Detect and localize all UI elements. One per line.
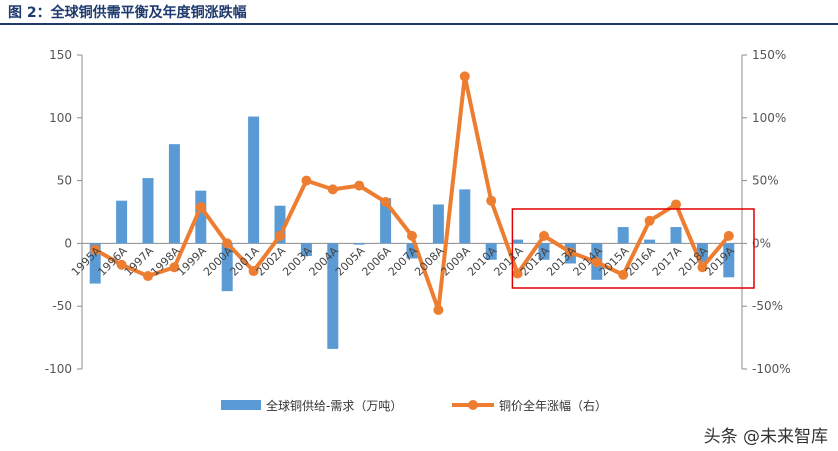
line-point — [512, 268, 523, 279]
bar — [696, 243, 708, 263]
y-right-tick-label: 150% — [752, 48, 786, 62]
line-point — [275, 230, 285, 241]
bar — [274, 205, 286, 244]
bar-series — [89, 116, 735, 349]
y-left-tick-label: 100 — [49, 111, 72, 125]
line-point — [169, 262, 180, 273]
title-bar: 图 2：全球铜供需平衡及年度铜涨跌幅 — [0, 0, 838, 25]
y-left-tick-label: 50 — [57, 174, 72, 188]
line-point — [116, 259, 127, 270]
line-point — [565, 247, 576, 258]
line-point — [222, 238, 233, 249]
bar — [644, 239, 656, 244]
bar — [459, 189, 471, 244]
line-point — [380, 196, 391, 207]
bar — [89, 243, 101, 284]
legend-bar-swatch — [221, 400, 261, 410]
bar — [485, 243, 497, 260]
bar — [248, 116, 260, 244]
line-point — [143, 271, 153, 282]
y-right-tick-label: 100% — [752, 111, 786, 125]
bar — [432, 204, 444, 244]
y-left-tick-label: 0 — [64, 236, 72, 250]
line-point — [591, 257, 602, 268]
line-point — [644, 215, 655, 226]
line-point — [539, 230, 549, 241]
line-point — [459, 71, 470, 82]
line-point — [671, 199, 681, 210]
line-point — [90, 244, 101, 255]
legend-line-marker — [468, 400, 478, 410]
y-right-tick-label: -50% — [752, 299, 783, 313]
bar — [221, 243, 233, 292]
bar — [327, 243, 339, 349]
line-point — [618, 269, 629, 280]
line-point — [301, 175, 312, 186]
legend-line-label: 铜价全年涨幅（右） — [499, 398, 607, 413]
y-left-tick-label: -50 — [52, 299, 72, 313]
highlight-box — [511, 208, 755, 289]
y-right-tick-label: 0% — [752, 236, 771, 250]
line-point — [486, 195, 497, 206]
y-right-tick-label: 50% — [752, 174, 779, 188]
highlight-rect — [511, 208, 755, 289]
line-point — [327, 184, 338, 195]
line-point — [248, 266, 259, 277]
watermark: 头条 @未来智库 — [703, 427, 828, 447]
bar — [142, 178, 154, 244]
bar — [538, 243, 550, 260]
bar — [617, 227, 629, 244]
bar — [116, 200, 128, 244]
line-point — [697, 262, 708, 273]
y-left-tick-label: -100 — [45, 362, 72, 376]
line-point — [354, 180, 365, 191]
bar — [168, 144, 180, 244]
line-series — [90, 71, 734, 315]
line-point — [433, 304, 444, 315]
chart-title: 图 2：全球铜供需平衡及年度铜涨跌幅 — [8, 5, 247, 21]
bar — [380, 198, 392, 244]
line-point — [407, 230, 417, 241]
bar — [195, 190, 207, 244]
bar — [406, 243, 418, 259]
bar — [723, 243, 735, 278]
y-right-tick-label: -100% — [752, 362, 791, 376]
bar — [670, 227, 682, 244]
line-point — [723, 230, 734, 241]
title-divider — [0, 23, 838, 25]
line-point — [195, 201, 206, 212]
y-left-tick-label: 150 — [49, 48, 72, 62]
bar — [512, 239, 524, 244]
legend: 全球铜供给-需求（万吨） 铜价全年涨幅（右） — [221, 398, 607, 413]
legend-bar-label: 全球铜供给-需求（万吨） — [266, 398, 402, 413]
bar — [353, 243, 365, 245]
bar — [300, 243, 312, 256]
